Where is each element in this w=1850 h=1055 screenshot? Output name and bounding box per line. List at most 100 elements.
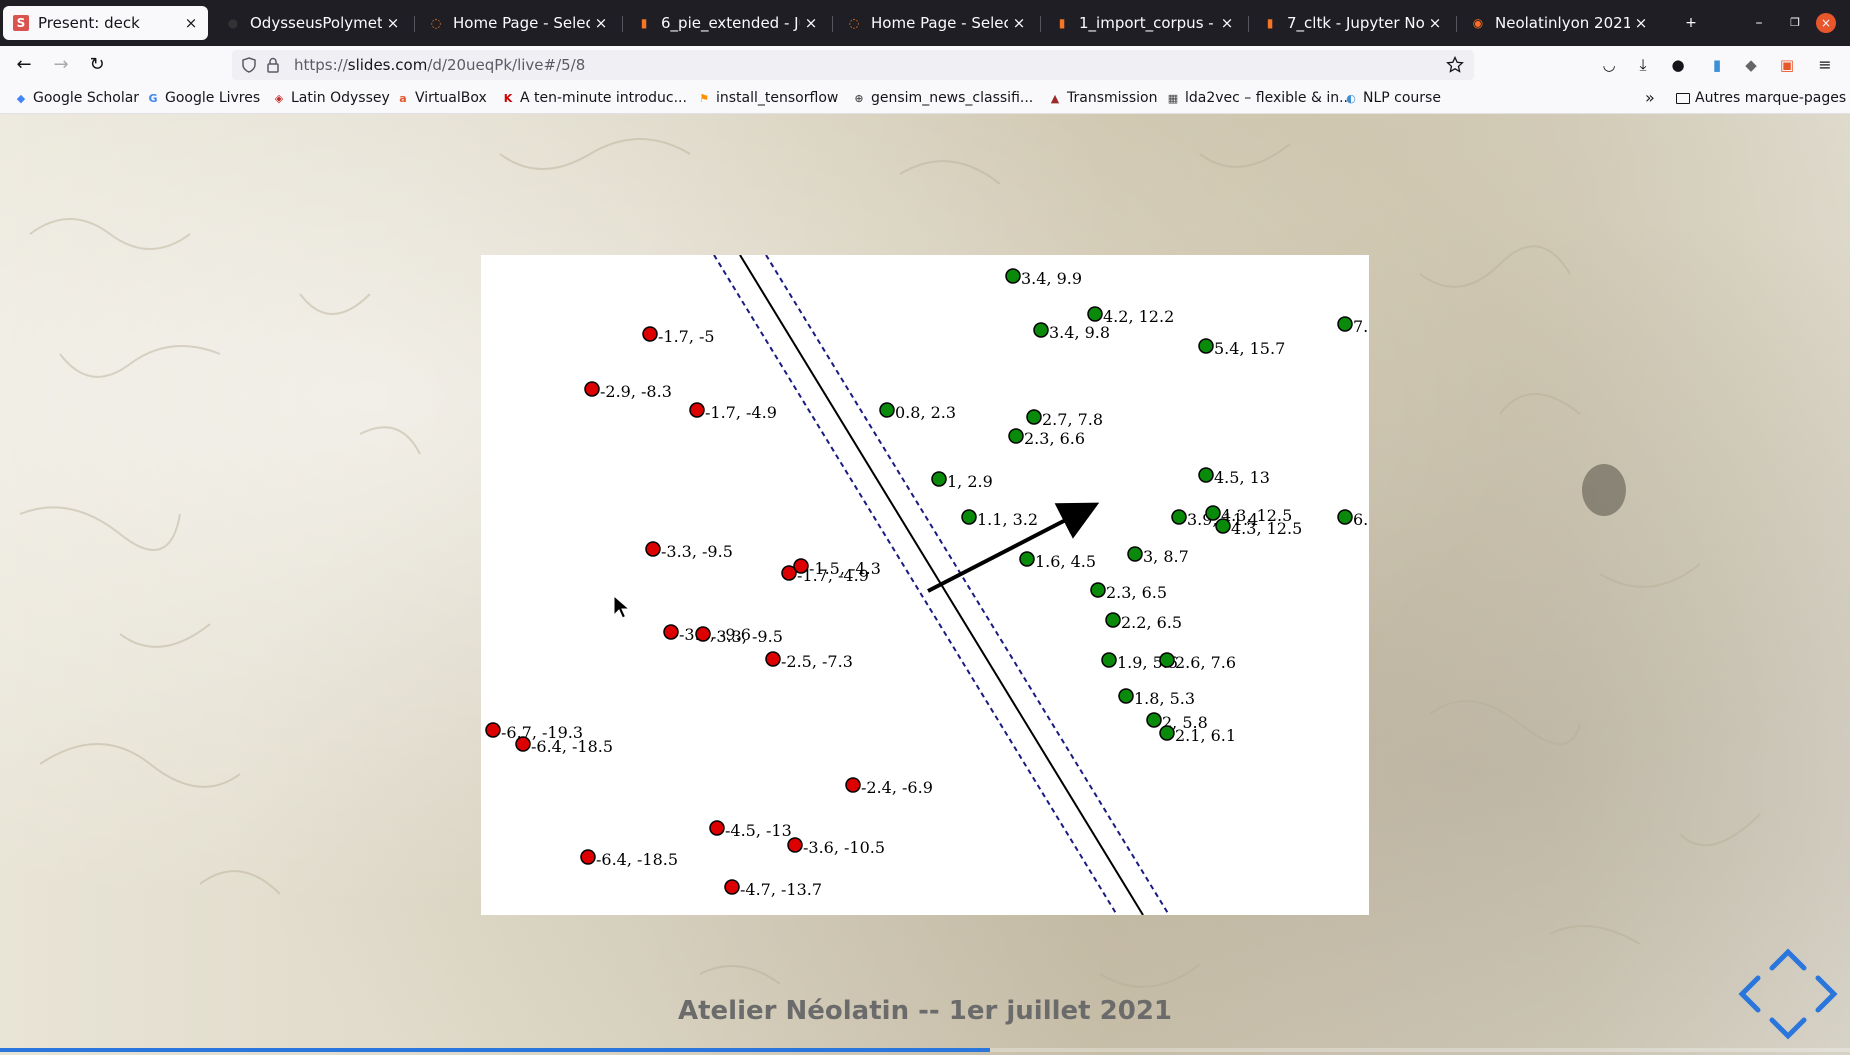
- pocket-icon[interactable]: ◡: [1602, 56, 1616, 74]
- scholar-icon: ◆: [16, 91, 26, 105]
- scatter-point: [1146, 712, 1162, 728]
- point-label: -4.5, -13: [725, 821, 792, 840]
- extension-icon[interactable]: ●: [1671, 56, 1685, 74]
- nav-left-icon[interactable]: [1738, 975, 1761, 1013]
- scatter-point: [1019, 551, 1035, 567]
- tab-5[interactable]: ▮ 1_import_corpus - Jupy×: [1044, 6, 1244, 40]
- tab-4[interactable]: ◌ Home Page - Select or×: [836, 6, 1036, 40]
- close-tab-icon[interactable]: ×: [184, 14, 198, 32]
- slide-navigation-controls: [1738, 944, 1838, 1044]
- jupyter-icon: ◌: [848, 16, 860, 30]
- tensorflow-icon: ⚑: [699, 91, 709, 105]
- point-label: 4.2, 12.2: [1103, 307, 1174, 326]
- doc-icon: ▦: [1167, 91, 1179, 105]
- point-label: 1, 2.9: [947, 472, 993, 491]
- downloads-icon[interactable]: ⤓: [1639, 55, 1647, 74]
- nav-down-icon[interactable]: [1769, 1017, 1807, 1040]
- scatter-point: [961, 509, 977, 525]
- bookmark-label: VirtualBox: [415, 90, 487, 106]
- nav-right-icon[interactable]: [1815, 975, 1838, 1013]
- slide-progress-fill: [0, 1048, 990, 1052]
- point-label: 6.1, 17.6: [1353, 510, 1369, 529]
- scatter-point: [931, 471, 947, 487]
- close-tab-icon[interactable]: ×: [1634, 14, 1648, 32]
- point-label: -2.9, -8.3: [600, 382, 672, 401]
- menu-icon[interactable]: ≡: [1818, 55, 1832, 74]
- close-tab-icon[interactable]: ×: [804, 14, 818, 32]
- bookmark-item[interactable]: ⊕ gensim_news_classifi...: [852, 90, 1033, 106]
- scatter-point: [695, 626, 711, 642]
- tab-7[interactable]: ◉ Neolatinlyon 2021 - éc×: [1460, 6, 1658, 40]
- tab-2[interactable]: ◌ Home Page - Select or×: [418, 6, 618, 40]
- tab-0[interactable]: S Present: deck ×: [3, 6, 208, 40]
- odyssey-icon: ◈: [274, 91, 284, 105]
- slide-footer: Atelier Néolatin -- 1er juillet 2021: [678, 996, 1172, 1026]
- reader-icon[interactable]: ▮: [1712, 56, 1722, 74]
- tracking-shield-icon[interactable]: [241, 57, 257, 73]
- tab-separator: [1456, 16, 1457, 32]
- bookmark-item[interactable]: a VirtualBox: [396, 90, 487, 106]
- point-label: 1.1, 3.2: [977, 510, 1038, 529]
- google-icon: G: [148, 91, 158, 105]
- scatter-point: [1205, 505, 1221, 521]
- scatter-point: [1005, 268, 1021, 284]
- scatter-point: [1118, 688, 1134, 704]
- scatter-point: [787, 837, 803, 853]
- data-points: -1.7, -5 -2.9, -8.3 -1.7, -4.9 -3.3, -9.5 -1…: [485, 268, 1424, 899]
- margin-line-positive: [765, 254, 1170, 916]
- tab-3[interactable]: ▮ 6_pie_extended - Jupy×: [626, 6, 828, 40]
- scatter-point: [1090, 582, 1106, 598]
- bookmark-label: install_tensorflow: [716, 90, 839, 106]
- scatter-point: [1215, 518, 1231, 534]
- bookmark-item[interactable]: ◈ Latin Odyssey: [272, 90, 390, 106]
- lock-icon[interactable]: [266, 57, 280, 73]
- scatter-point: [1337, 509, 1353, 525]
- point-label: -4.7, -13.7: [740, 880, 822, 899]
- other-bookmarks-label: Autres marque-pages: [1695, 90, 1847, 106]
- point-label: 2.7, 7.8: [1042, 410, 1103, 429]
- restore-button[interactable]: ❐: [1790, 16, 1800, 29]
- reload-button[interactable]: ↻: [89, 54, 105, 75]
- bookmark-item[interactable]: ▲ Transmission: [1048, 90, 1158, 106]
- mouse-cursor: [613, 594, 631, 625]
- scatter-point: [724, 879, 740, 895]
- close-tab-icon[interactable]: ×: [1012, 14, 1026, 32]
- bookmark-item[interactable]: G Google Livres: [146, 90, 260, 106]
- scatter-point: [1101, 652, 1117, 668]
- tab-6[interactable]: ▮ 7_cltk - Jupyter Noteb×: [1252, 6, 1452, 40]
- scatter-point: [642, 326, 658, 342]
- bookmark-star-icon[interactable]: [1446, 56, 1464, 74]
- close-tab-icon[interactable]: ×: [1220, 14, 1234, 32]
- minimize-button[interactable]: –: [1755, 15, 1763, 31]
- url-bar[interactable]: https://slides.com/d/20ueqPk/live#/5/8: [232, 50, 1474, 80]
- bookmark-item[interactable]: ▦ lda2vec – flexible & in...: [1166, 90, 1353, 106]
- point-label: -6.4, -18.5: [596, 850, 678, 869]
- notebook-icon: ▮: [1058, 16, 1066, 30]
- nav-up-icon[interactable]: [1769, 948, 1807, 971]
- bookmark-item[interactable]: ◐ NLP course: [1344, 90, 1441, 106]
- forward-button[interactable]: →: [53, 54, 69, 75]
- tab-1[interactable]: ● OdysseusPolymetis/ne×: [215, 6, 410, 40]
- scatter-point: [580, 849, 596, 865]
- back-button[interactable]: ←: [16, 54, 32, 75]
- other-bookmarks-folder[interactable]: Autres marque-pages: [1676, 90, 1846, 106]
- bookmark-item[interactable]: ◆ Google Scholar: [14, 90, 139, 106]
- bookmarks-overflow-button[interactable]: »: [1645, 88, 1655, 107]
- tab-title: Present: deck: [38, 14, 140, 32]
- bookmark-item[interactable]: ⚑ install_tensorflow: [697, 90, 838, 106]
- url-text[interactable]: https://slides.com/d/20ueqPk/live#/5/8: [294, 56, 586, 74]
- extension-icon[interactable]: ◆: [1745, 56, 1757, 74]
- tab-title: OdysseusPolymetis/ne: [250, 14, 382, 32]
- new-tab-button[interactable]: +: [1685, 15, 1697, 31]
- github-icon: ●: [227, 16, 239, 30]
- extension-icon[interactable]: ▣: [1779, 56, 1795, 74]
- point-label: -1.5, -4.3: [809, 559, 881, 578]
- point-label: -3.3, -9.5: [711, 627, 783, 646]
- bookmark-item[interactable]: K A ten-minute introduc...: [501, 90, 687, 106]
- close-tab-icon[interactable]: ×: [1428, 14, 1442, 32]
- close-tab-icon[interactable]: ×: [386, 14, 400, 32]
- point-label: -1.7, -4.9: [797, 566, 869, 585]
- close-window-button[interactable]: ×: [1816, 13, 1836, 33]
- point-label: -3.6, -10.5: [803, 838, 885, 857]
- close-tab-icon[interactable]: ×: [594, 14, 608, 32]
